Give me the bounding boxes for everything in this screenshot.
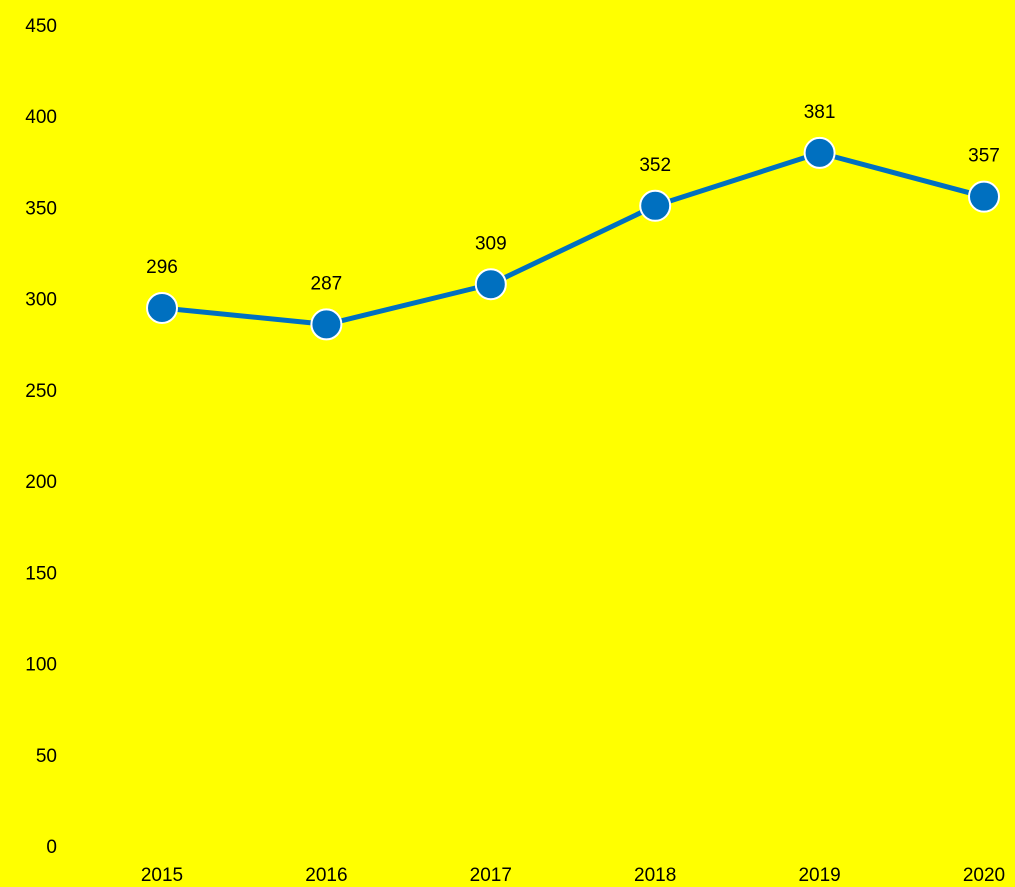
x-tick-label: 2020 xyxy=(963,865,1005,886)
y-tick-label: 200 xyxy=(25,472,57,493)
y-tick-label: 250 xyxy=(25,381,57,402)
data-point xyxy=(968,180,1000,213)
series-line xyxy=(161,150,985,327)
data-label: 309 xyxy=(475,233,507,254)
x-tick-label: 2018 xyxy=(634,865,676,886)
data-label: 381 xyxy=(804,102,836,123)
data-point xyxy=(803,136,836,169)
data-point xyxy=(474,268,507,301)
x-tick-label: 2019 xyxy=(798,865,840,886)
data-label: 357 xyxy=(968,146,1000,167)
x-tick-label: 2015 xyxy=(141,865,183,886)
y-tick-label: 450 xyxy=(25,16,57,37)
y-tick-label: 350 xyxy=(25,198,57,219)
data-label: 287 xyxy=(311,273,343,294)
y-tick-label: 150 xyxy=(25,563,57,584)
x-tick-label: 2017 xyxy=(470,865,512,886)
y-tick-label: 400 xyxy=(25,107,57,128)
y-tick-label: 50 xyxy=(36,746,57,767)
y-tick-label: 300 xyxy=(25,290,57,311)
y-tick-label: 100 xyxy=(25,655,57,676)
data-label: 352 xyxy=(639,155,671,176)
data-point xyxy=(639,189,672,222)
data-point xyxy=(146,291,178,324)
y-tick-label: 0 xyxy=(46,837,57,858)
data-label: 296 xyxy=(146,257,178,278)
x-tick-label: 2016 xyxy=(305,865,347,886)
data-point xyxy=(310,308,343,341)
